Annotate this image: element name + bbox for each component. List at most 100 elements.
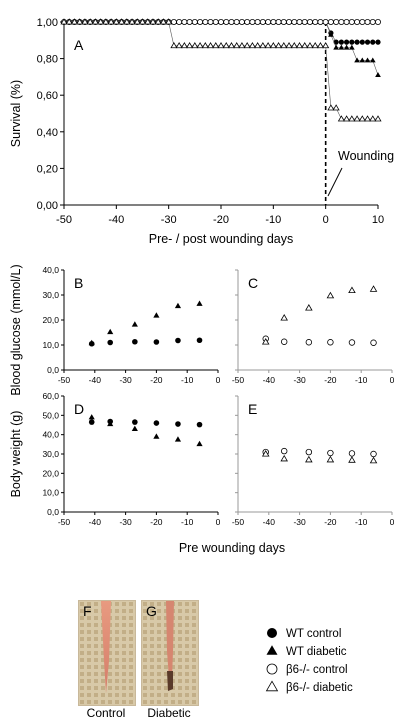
panel-a-point [280, 42, 288, 49]
panel-a-point [364, 57, 371, 63]
panel-a-x-tick-label: -40 [108, 214, 124, 226]
panel-a-point [217, 18, 224, 25]
panel-x-tick-label: -40 [89, 517, 102, 527]
panel-a-y-tick-label: 0,60 [37, 90, 58, 102]
panel-a-point [181, 18, 188, 25]
panel-y-tick-label: 40,0 [42, 265, 59, 275]
panel-a-series-b6_diabetic [60, 18, 382, 122]
panel-a-point [154, 18, 162, 25]
panel-a-point [286, 18, 293, 25]
panel-a-point [118, 18, 126, 25]
panel-a-point [223, 18, 230, 25]
photo-caption-diabetic: Diabetic [147, 706, 191, 720]
panel-a-point [333, 44, 339, 50]
panel-point [326, 291, 335, 299]
panel-a-point [296, 18, 303, 25]
panel-a-point [123, 18, 131, 25]
panel-a-point [353, 115, 361, 122]
panel-a-point [275, 18, 282, 25]
panel-a-point [65, 18, 73, 25]
panel-a-point [86, 18, 94, 25]
panel-point [327, 449, 334, 457]
panel-a-point [322, 42, 330, 49]
panel-a-wounding-annotation: Wounding [338, 149, 394, 163]
panel-y-tick-label: 20,0 [42, 315, 59, 325]
panel-b-series-wt_diabetic [88, 300, 203, 346]
panel-a-point [207, 18, 214, 25]
panel-d-series-wt_control [88, 418, 203, 428]
panel-a-point [354, 39, 360, 45]
panel-a-point [254, 18, 261, 25]
legend: WT control WT diabetic β6-/- control β6-/- … [265, 628, 353, 694]
panel-a-point [316, 42, 324, 49]
panel-a-point [338, 39, 344, 45]
panel-a-point [369, 18, 376, 25]
panel-x-tick-label: -20 [150, 517, 163, 527]
panel-a-point [264, 42, 272, 49]
panel-a-point [227, 42, 236, 49]
panel-a-point [327, 18, 334, 25]
panel-a-point [333, 18, 340, 25]
panel-point [196, 440, 203, 447]
photo-diabetic-image [142, 601, 198, 705]
panel-a-point [70, 18, 79, 25]
legend-label: β6-/- diabetic [286, 682, 353, 694]
panel-y-tick-label: 50,0 [42, 410, 59, 420]
panel-a-point [191, 42, 199, 49]
panel-point [132, 338, 138, 345]
panel-c: -50 -40 -30 -20 -10 0 C [232, 269, 395, 385]
panel-a-point [343, 44, 350, 50]
panel-a-point [374, 18, 381, 25]
panel-a-point [60, 18, 68, 25]
panel-a-x-tick-label: -10 [265, 214, 281, 226]
panel-a-point [328, 31, 334, 37]
panel-a-y-tick-label: 0,00 [37, 200, 58, 212]
panel-a-point [254, 42, 262, 49]
panel-point [348, 456, 356, 463]
panel-point [326, 455, 335, 463]
panel-d-series-wt_diabetic [88, 414, 203, 447]
panel-a-point [238, 42, 246, 49]
panel-e-series-b6_diabetic [261, 450, 378, 464]
panel-a-point [343, 18, 350, 25]
panel-y-tick-label: 30,0 [42, 449, 59, 459]
panel-d-y-label: Body weight (g) [9, 411, 23, 498]
panel-x-tick-label: -30 [293, 375, 306, 385]
panel-a-point [170, 18, 177, 25]
panel-a-x-tick-label: -20 [213, 214, 229, 226]
panel-a-point [301, 42, 309, 49]
panel-a-point [285, 42, 293, 49]
panel-x-tick-label: -20 [150, 375, 163, 385]
panel-a-point [133, 18, 141, 25]
panel-a-point [228, 18, 235, 25]
panel-point [107, 328, 114, 335]
panel-a-point [159, 18, 167, 25]
panel-c-letter: C [248, 275, 258, 291]
panel-a-point [144, 18, 152, 25]
panel-x-tick-label: -10 [355, 375, 368, 385]
panel-a-point [359, 39, 365, 45]
panel-b: 0,0 10,0 20,0 30,0 40,0 -50 -40 -30 -20 -10 0 B Bloo… [9, 264, 221, 395]
panel-a-point [248, 42, 256, 49]
panel-y-tick-label: 0,0 [47, 507, 59, 517]
panel-point [305, 448, 313, 456]
panel-point [280, 314, 288, 321]
panel-point [261, 338, 270, 345]
panel-a-point [233, 18, 240, 25]
panel-a-point [180, 42, 188, 49]
panel-x-tick-label: -50 [58, 517, 71, 527]
panel-a-point [269, 42, 277, 49]
panel-e-series-b6_control [262, 447, 377, 458]
panel-x-tick-label: -40 [89, 375, 102, 385]
panel-y-tick-label: 10,0 [42, 340, 59, 350]
panel-a-point [375, 72, 381, 78]
panel-a-point [76, 18, 84, 25]
panel-d: 0,0 10,0 20,0 30,0 40,0 50,0 60,0 -50 -40 -30 -20 -… [9, 391, 221, 527]
panel-x-tick-label: 0 [390, 375, 395, 385]
panel-a-point [259, 42, 267, 49]
panel-point [153, 433, 160, 439]
panel-a-point [107, 18, 115, 25]
panel-y-tick-label: 10,0 [42, 488, 59, 498]
photo-control-image [79, 601, 135, 705]
panel-a-point [275, 42, 283, 49]
